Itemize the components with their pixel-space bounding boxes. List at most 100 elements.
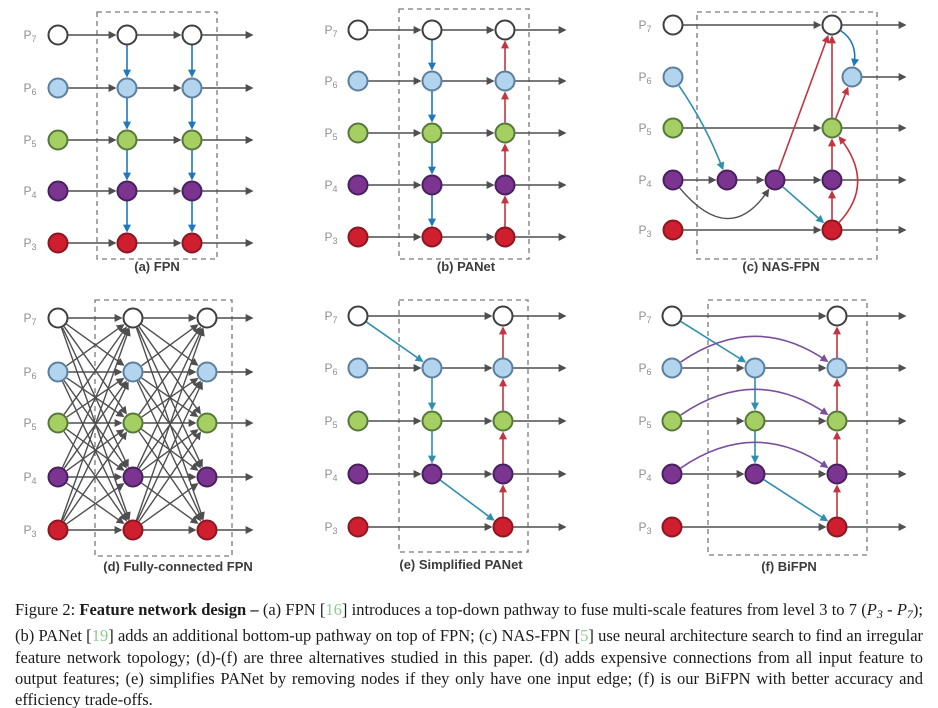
feature-network-diagrams: P7 P6 P5 P4 P3 (a) FPN P7 P6 P5 P4 P3 (b) PANet P7 P6… (23, 8, 907, 574)
diagram-nas-fpn: P7 P6 P5 P4 P3 (c) NAS-FPN (638, 11, 907, 274)
feature-node-P7 (661, 305, 683, 327)
edge-gray-arrow (63, 326, 127, 415)
feature-node-P6 (744, 357, 766, 379)
feature-node-P7 (196, 307, 218, 329)
level-label: P3 (638, 223, 651, 239)
edge-teal-arrow (680, 320, 747, 363)
diagram-bifpn: P7 P6 P5 P4 P3 (f) BiFPN (638, 299, 907, 574)
level-label: P5 (638, 121, 651, 137)
feature-node-P3 (662, 219, 684, 241)
feature-node-P6 (421, 357, 443, 379)
caption-segment: P (866, 600, 877, 619)
level-label: P6 (638, 361, 651, 377)
level-label: P7 (638, 18, 651, 34)
feature-node-P6 (347, 70, 369, 92)
caption-segment: Figure 2: (15, 600, 80, 619)
feature-node-P7 (662, 14, 684, 36)
feature-node-P4 (661, 463, 683, 485)
feature-node-P7 (421, 19, 443, 41)
feature-node-P7 (826, 305, 848, 327)
edge-gray-arrow (63, 326, 127, 415)
feature-node-P3 (47, 519, 69, 541)
feature-node-P3 (421, 226, 443, 248)
feature-node-P5 (421, 122, 443, 144)
feature-node-P5 (661, 410, 683, 432)
diagram-fully-connected-fpn: P7 P6 P5 P4 P3 (d) Fully-connected FPN (23, 299, 254, 574)
feature-node-P4 (492, 463, 514, 485)
level-label: P4 (638, 173, 651, 189)
edge-teal-arrow (678, 85, 725, 171)
feature-node-P4 (764, 169, 786, 191)
feature-node-P5 (821, 117, 843, 139)
feature-node-P5 (181, 129, 203, 151)
feature-node-P3 (116, 232, 138, 254)
feature-node-P3 (347, 226, 369, 248)
caption-segment: 5 (580, 626, 589, 646)
edge-gray-arrow (679, 187, 770, 220)
level-label: P5 (324, 126, 337, 142)
level-label: P3 (23, 236, 36, 252)
feature-node-P6 (841, 66, 863, 88)
feature-node-P4 (47, 466, 69, 488)
panel-label: (b) PANet (437, 259, 496, 274)
feature-node-P5 (116, 129, 138, 151)
feature-node-P5 (347, 122, 369, 144)
caption-segment: ] adds an additional bottom-up pathway o… (108, 626, 581, 646)
edge-gray-arrow (141, 324, 199, 367)
level-label: P3 (324, 230, 337, 246)
level-label: P5 (638, 414, 651, 430)
diagram-panet: P7 P6 P5 P4 P3 (b) PANet (324, 8, 567, 274)
edge-gray-arrow (141, 483, 199, 525)
edge-red-arrow (777, 34, 830, 171)
feature-node-P3 (821, 219, 843, 241)
dashed-box (94, 299, 233, 557)
panel-label: (f) BiFPN (761, 559, 817, 574)
level-label: P6 (324, 74, 337, 90)
level-label: P7 (324, 23, 337, 39)
panel-label: (e) Simplified PANet (399, 557, 523, 572)
feature-node-P4 (821, 169, 843, 191)
dashed-box (96, 11, 218, 260)
edge-purple-arrow (680, 388, 829, 416)
edge-gray-arrow (141, 482, 199, 524)
feature-node-P7 (47, 307, 69, 329)
level-label: P3 (23, 523, 36, 539)
feature-node-P5 (347, 410, 369, 432)
feature-node-P7 (347, 19, 369, 41)
diagram-fpn: P7 P6 P5 P4 P3 (a) FPN (23, 11, 254, 274)
feature-node-P4 (122, 466, 144, 488)
level-label: P7 (638, 309, 651, 325)
feature-node-P7 (347, 305, 369, 327)
edge-gray-arrow (136, 381, 203, 521)
level-label: P6 (638, 70, 651, 86)
edge-red-arrow (835, 86, 850, 119)
feature-node-P5 (826, 410, 848, 432)
feature-node-P5 (122, 412, 144, 434)
feature-node-P3 (661, 516, 683, 538)
caption-segment: - (882, 600, 897, 619)
caption-segment: 7 (906, 607, 913, 621)
caption-segment: (a) FPN [ (262, 600, 326, 619)
feature-node-P5 (494, 122, 516, 144)
caption-segment: ] use neural architecture search to find… (15, 626, 924, 708)
feature-node-P4 (494, 174, 516, 196)
edge-purple-arrow (680, 335, 829, 363)
edge-gray-arrow (61, 381, 129, 521)
diagram-simplified-panet: P7 P6 P5 P4 P3 (e) Simplified PANet (324, 299, 567, 572)
feature-node-P3 (196, 519, 218, 541)
caption-segment: 16 (325, 600, 342, 619)
edge-gray-arrow (66, 482, 125, 524)
edge-gray-arrow (141, 377, 199, 418)
feature-node-P6 (122, 361, 144, 383)
feature-node-P5 (421, 410, 443, 432)
feature-node-P3 (122, 519, 144, 541)
feature-node-P6 (494, 70, 516, 92)
feature-node-P4 (116, 180, 138, 202)
feature-node-P4 (47, 180, 69, 202)
level-label: P4 (324, 178, 337, 194)
feature-node-P5 (662, 117, 684, 139)
caption-segment: 3 (876, 607, 883, 621)
edge-gray-arrow (135, 327, 205, 521)
caption-segment: P (896, 600, 907, 619)
feature-node-P7 (122, 307, 144, 329)
